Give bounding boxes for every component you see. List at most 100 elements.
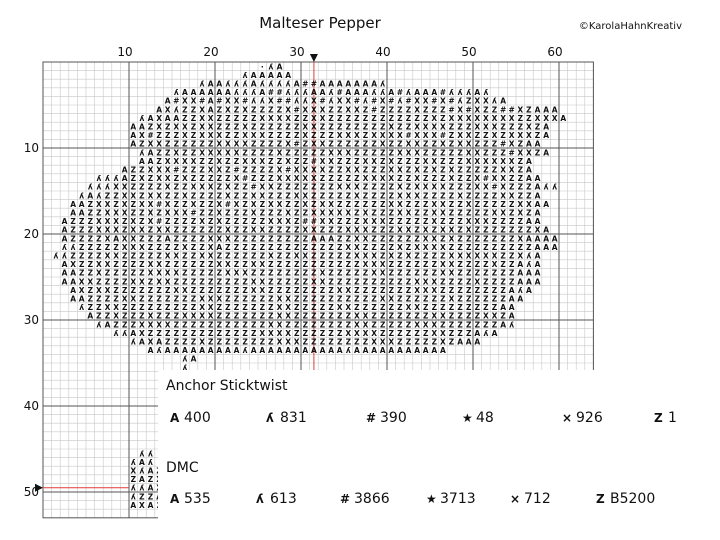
stitch-symbol: X (113, 183, 119, 192)
stitch-symbol: Z (337, 217, 343, 226)
stitch-symbol: X (234, 269, 240, 278)
stitch-symbol: Z (260, 140, 266, 149)
stitch-symbol: X (474, 105, 480, 114)
stitch-symbol: ʎ (294, 97, 299, 106)
stitch-symbol: X (156, 174, 162, 183)
symbol-a-icon: A (170, 492, 180, 506)
stitch-symbol: Z (303, 303, 309, 312)
stitch-symbol: Z (191, 174, 197, 183)
stitch-symbol: Z (483, 105, 489, 114)
column-tick-label: 10 (117, 45, 132, 59)
stitch-symbol: Z (500, 131, 506, 140)
stitch-symbol: A (182, 346, 188, 355)
stitch-symbol: X (483, 183, 489, 192)
stitch-symbol: Z (182, 105, 188, 114)
stitch-symbol: Z (96, 303, 102, 312)
stitch-symbol: Z (191, 320, 197, 329)
stitch-symbol: X (302, 131, 308, 140)
stitch-symbol: X (285, 209, 291, 218)
stitch-symbol: X (337, 286, 343, 295)
stitch-symbol: Z (303, 277, 309, 286)
stitch-symbol: Z (311, 303, 317, 312)
stitch-symbol: X (225, 183, 231, 192)
stitch-symbol: X (423, 320, 429, 329)
stitch-symbol: Z (466, 312, 472, 321)
stitch-symbol: X (311, 97, 317, 106)
stitch-symbol: ʎ (346, 346, 351, 355)
stitch-symbol: Z (337, 191, 343, 200)
stitch-symbol: X (431, 312, 437, 321)
stitch-symbol: X (345, 166, 351, 175)
stitch-symbol: Z (199, 140, 205, 149)
stitch-symbol: X (423, 97, 429, 106)
stitch-symbol: Z (337, 252, 343, 261)
stitch-symbol: Z (79, 260, 85, 269)
stitch-symbol: Z (251, 234, 257, 243)
stitch-symbol: X (165, 226, 171, 235)
stitch-symbol: Z (414, 157, 420, 166)
stitch-symbol: X (225, 260, 231, 269)
stitch-symbol: Z (182, 140, 188, 149)
stitch-symbol: A (62, 269, 68, 278)
stitch-symbol: Z (457, 286, 463, 295)
stitch-symbol: X (406, 209, 412, 218)
stitch-symbol: Z (449, 338, 455, 347)
stitch-symbol: Z (88, 234, 94, 243)
stitch-symbol: Z (389, 277, 395, 286)
stitch-symbol: Z (432, 226, 438, 235)
stitch-symbol: A (148, 501, 154, 510)
stitch-symbol: Z (320, 226, 326, 235)
stitch-symbol: X (294, 338, 300, 347)
anchor-item-a: A 400 (170, 410, 211, 426)
stitch-symbol: X (294, 174, 300, 183)
stitch-symbol: X (414, 166, 420, 175)
stitch-symbol: Z (225, 217, 231, 226)
stitch-symbol: Z (191, 286, 197, 295)
stitch-symbol: X (388, 338, 394, 347)
stitch-symbol: A (208, 105, 214, 114)
stitch-symbol: Z (371, 140, 377, 149)
stitch-symbol: Z (320, 295, 326, 304)
stitch-symbol: Z (268, 148, 274, 157)
stitch-symbol: A (130, 140, 136, 149)
stitch-symbol: Z (113, 191, 119, 200)
stitch-symbol: Z (432, 338, 438, 347)
stitch-symbol: X (397, 148, 403, 157)
stitch-symbol: Z (449, 312, 455, 321)
stitch-symbol: X (492, 123, 498, 132)
stitch-symbol: Z (440, 286, 446, 295)
stitch-symbol: Z (492, 140, 498, 149)
stitch-symbol: ʎ (483, 88, 488, 97)
stitch-symbol: Z (337, 295, 343, 304)
stitch-symbol: Z (105, 243, 111, 252)
symbol-z-icon: Z (654, 411, 663, 425)
stitch-symbol: Z (389, 183, 395, 192)
stitch-symbol: Z (466, 209, 472, 218)
stitch-symbol: Z (225, 286, 231, 295)
stitch-symbol: X (130, 234, 136, 243)
stitch-symbol: Z (518, 166, 524, 175)
stitch-symbol: A (191, 346, 197, 355)
stitch-symbol: A (285, 346, 291, 355)
stitch-symbol: Z (320, 148, 326, 157)
stitch-symbol: A (535, 200, 541, 209)
stitch-symbol: X (345, 226, 351, 235)
stitch-symbol: Z (311, 131, 317, 140)
stitch-symbol: Z (354, 148, 360, 157)
stitch-symbol: Z (483, 234, 489, 243)
stitch-symbol: A (234, 346, 240, 355)
stitch-symbol: Z (225, 303, 231, 312)
stitch-symbol: Z (337, 166, 343, 175)
stitch-symbol: X (320, 114, 326, 123)
stitch-symbol: Z (509, 226, 515, 235)
stitch-symbol: X (483, 123, 489, 132)
stitch-symbol: X (311, 114, 317, 123)
stitch-symbol: Z (70, 226, 76, 235)
stitch-symbol: Z (139, 492, 145, 501)
stitch-symbol: ʎ (114, 174, 119, 183)
stitch-symbol: Z (449, 243, 455, 252)
stitch-symbol: Z (199, 277, 205, 286)
stitch-symbol: Z (268, 286, 274, 295)
stitch-symbol: ʎ (96, 183, 101, 192)
stitch-symbol: Z (380, 148, 386, 157)
